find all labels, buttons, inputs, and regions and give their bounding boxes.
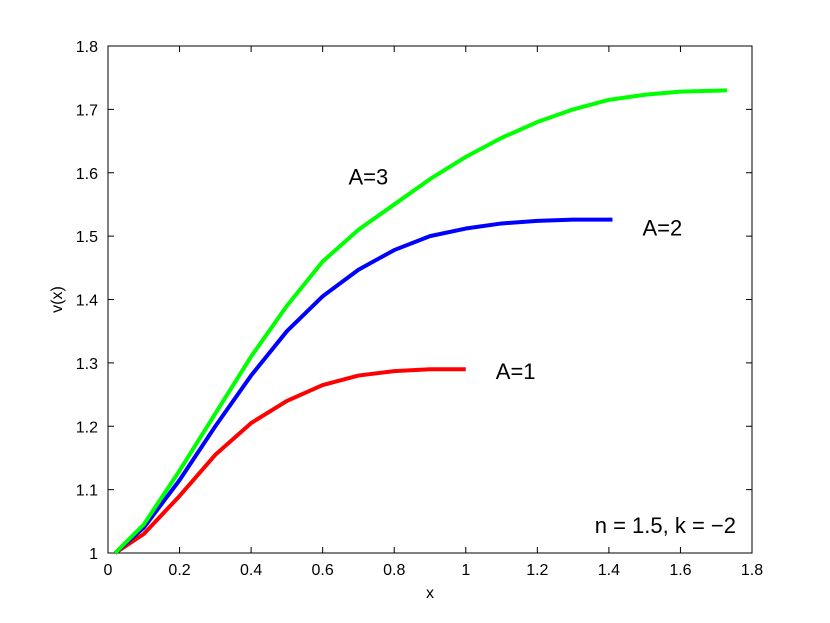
plot-area xyxy=(107,45,753,554)
x-tick-label: 1.6 xyxy=(669,562,691,579)
x-axis-label: x xyxy=(426,585,434,602)
y-axis: 1 1.1 1.2 1.3 1.4 1.5 1.6 1.7 1.8 xyxy=(76,39,752,563)
x-tick-label: 1.4 xyxy=(598,562,620,579)
plot-frame xyxy=(107,45,753,554)
x-tick-label: 0 xyxy=(104,562,113,579)
y-tick-label: 1 xyxy=(89,546,98,563)
y-tick-label: 1.4 xyxy=(76,293,98,310)
y-axis-label: v(x) xyxy=(49,286,66,313)
x-tick-label: 1.2 xyxy=(526,562,548,579)
parameter-annotation: n = 1.5, k = −2 xyxy=(595,513,736,538)
x-tick-label: 1 xyxy=(461,562,470,579)
series-label: A=1 xyxy=(496,359,536,384)
series-line-a3 xyxy=(113,88,728,555)
series-label: A=3 xyxy=(348,164,388,189)
y-tick-label: 1.6 xyxy=(76,166,98,183)
y-tick-label: 1.8 xyxy=(76,39,98,56)
series-line-a1 xyxy=(114,367,466,555)
x-tick-label: 0.2 xyxy=(168,562,190,579)
x-axis: 0 0.2 0.4 0.6 0.8 1 1.2 1.4 1.6 1.8 xyxy=(104,46,763,579)
x-tick-label: 0.4 xyxy=(240,562,262,579)
x-tick-label: 1.8 xyxy=(741,562,763,579)
x-tick-label: 0.8 xyxy=(383,562,405,579)
series-line-a2 xyxy=(113,217,613,555)
y-tick-label: 1.3 xyxy=(76,356,98,373)
y-tick-label: 1.7 xyxy=(76,102,98,119)
y-tick-label: 1.1 xyxy=(76,483,98,500)
series-label: A=2 xyxy=(642,216,682,241)
series-layer: A=1 A=2 A=3 xyxy=(113,88,728,555)
x-tick-label: 0.6 xyxy=(312,562,334,579)
y-tick-label: 1.2 xyxy=(76,419,98,436)
y-tick-label: 1.5 xyxy=(76,229,98,246)
